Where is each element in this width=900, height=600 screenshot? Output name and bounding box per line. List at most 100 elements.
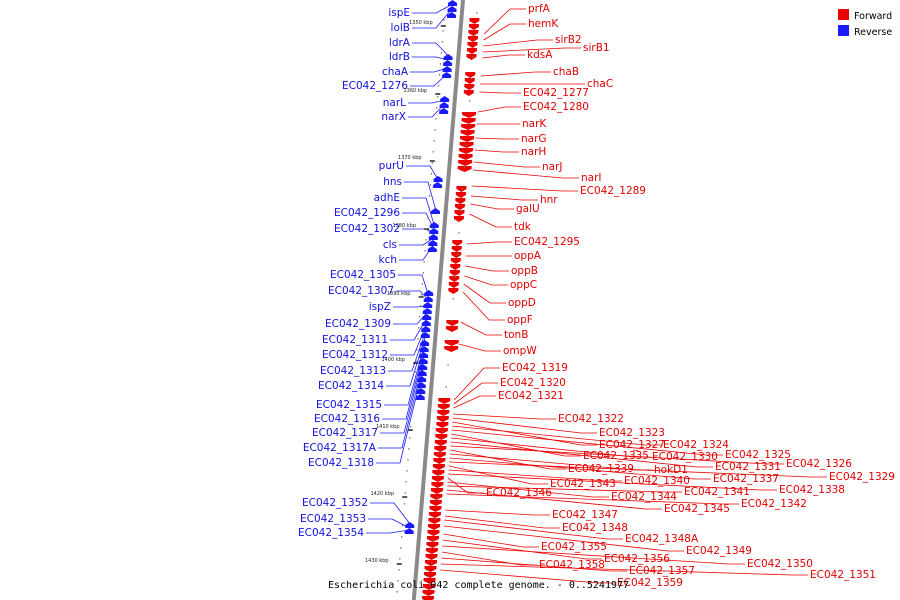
forward-gene-label: EC042_1322 <box>558 413 624 425</box>
forward-feature-arrow <box>466 48 477 54</box>
forward-feature-arrow <box>424 572 437 578</box>
reverse-feature-arrow <box>443 54 453 60</box>
grid-dot <box>413 382 415 384</box>
reverse-gene-label: narX <box>381 111 406 123</box>
reverse-feature-arrow <box>421 320 431 326</box>
tick-label: 1400 kbp <box>381 357 405 363</box>
grid-dot <box>438 74 441 76</box>
reverse-gene-label: EC042_1352 <box>302 497 368 509</box>
forward-gene-label: EC042_1289 <box>580 185 646 197</box>
reverse-feature-arrow <box>421 326 431 332</box>
grid-dot <box>419 305 422 307</box>
forward-feature-arrow <box>436 422 449 428</box>
forward-gene-label: EC042_1335 <box>583 450 649 462</box>
grid-dot <box>447 364 449 366</box>
forward-feature-arrow <box>432 464 445 470</box>
reverse-feature-arrow <box>422 314 432 320</box>
forward-gene-label: EC042_1277 <box>523 87 589 99</box>
tick-label: 1410 kbp <box>376 424 400 430</box>
forward-feature-arrow <box>448 282 459 288</box>
reverse-gene-label: ispE <box>388 7 410 19</box>
forward-gene-label: EC042_1358 <box>539 559 605 571</box>
reverse-feature-arrow <box>423 302 433 308</box>
forward-gene-label: EC042_1325 <box>725 449 791 461</box>
forward-feature-arrow <box>422 596 435 600</box>
forward-feature-arrow <box>423 584 436 590</box>
grid-dot <box>445 386 447 388</box>
reverse-gene-label: EC042_1312 <box>322 349 388 361</box>
forward-label-leader <box>451 433 581 457</box>
forward-feature-arrow <box>434 440 447 446</box>
forward-gene-label: narK <box>522 118 547 130</box>
reverse-gene-label: EC042_1317A <box>303 442 377 454</box>
forward-label-leader <box>441 551 537 566</box>
forward-label-leader <box>447 485 682 493</box>
grid-dot <box>419 316 421 318</box>
forward-feature-arrow <box>460 130 475 136</box>
forward-feature-arrow <box>422 590 435 596</box>
forward-label-leader <box>449 457 711 480</box>
grid-dot <box>399 558 401 560</box>
reverse-feature-arrow <box>417 370 427 376</box>
forward-feature-arrow <box>457 166 472 172</box>
grid-dot <box>469 100 471 102</box>
forward-gene-label: chaC <box>587 78 613 90</box>
reverse-gene-label: EC042_1354 <box>298 527 364 539</box>
grid-dot <box>420 294 423 296</box>
forward-feature-arrow <box>463 90 474 96</box>
forward-gene-label: tonB <box>504 329 528 341</box>
genome-backbone <box>411 0 465 600</box>
forward-feature-arrow <box>427 524 440 530</box>
forward-label-leader <box>483 8 526 35</box>
grid-dot <box>456 254 458 256</box>
forward-feature-arrow <box>466 54 477 60</box>
reverse-gene-label: EC042_1276 <box>342 80 408 92</box>
grid-dot <box>476 12 478 14</box>
forward-feature-arrow <box>465 72 476 78</box>
reverse-feature-arrow <box>429 228 439 234</box>
reverse-label-leader <box>412 3 453 14</box>
forward-feature-arrow <box>464 84 475 90</box>
reverse-feature-arrow <box>404 528 414 534</box>
reverse-feature-arrow <box>442 72 452 78</box>
reverse-feature-arrow <box>422 308 432 314</box>
forward-gene-label: EC042_1319 <box>502 362 568 374</box>
grid-dot <box>407 459 409 461</box>
forward-label-leader <box>473 169 579 179</box>
forward-feature-arrow <box>444 340 459 346</box>
reverse-gene-label: ldrB <box>389 51 410 63</box>
forward-gene-label: galU <box>516 203 540 215</box>
reverse-gene-label: narL <box>383 97 406 109</box>
forward-gene-label: EC042_1295 <box>514 236 580 248</box>
forward-feature-arrow <box>430 494 443 500</box>
reverse-gene-label: ldrA <box>389 37 411 49</box>
reverse-feature-arrow <box>442 66 452 72</box>
forward-label-leader <box>473 161 540 168</box>
forward-feature-arrow <box>435 434 448 440</box>
grid-dot <box>434 518 437 520</box>
forward-feature-arrow <box>467 42 478 48</box>
reverse-gene-label: EC042_1307 <box>328 285 394 297</box>
forward-gene-label: ompW <box>503 345 537 357</box>
grid-dot <box>463 166 465 168</box>
reverse-gene-label: EC042_1316 <box>314 413 380 425</box>
forward-gene-label: narJ <box>542 161 563 173</box>
reverse-gene-label: purU <box>379 160 404 172</box>
tick-label: 1370 kbp <box>398 155 422 161</box>
grid-dot <box>417 338 419 340</box>
reverse-label-leader <box>412 42 449 57</box>
reverse-label-leader <box>376 369 424 464</box>
grid-dot <box>440 52 442 54</box>
grid-dot <box>418 327 420 329</box>
grid-dot <box>449 342 451 344</box>
reverse-label-leader <box>382 347 425 420</box>
forward-gene-label: EC042_1343 <box>550 478 616 490</box>
grid-dot <box>467 122 469 124</box>
grid-dot <box>431 562 433 564</box>
grid-dot <box>441 41 443 43</box>
reverse-label-leader <box>408 103 445 118</box>
reverse-label-leader <box>408 99 445 104</box>
forward-feature-arrow <box>435 428 448 434</box>
reverse-feature-arrow <box>419 346 429 352</box>
